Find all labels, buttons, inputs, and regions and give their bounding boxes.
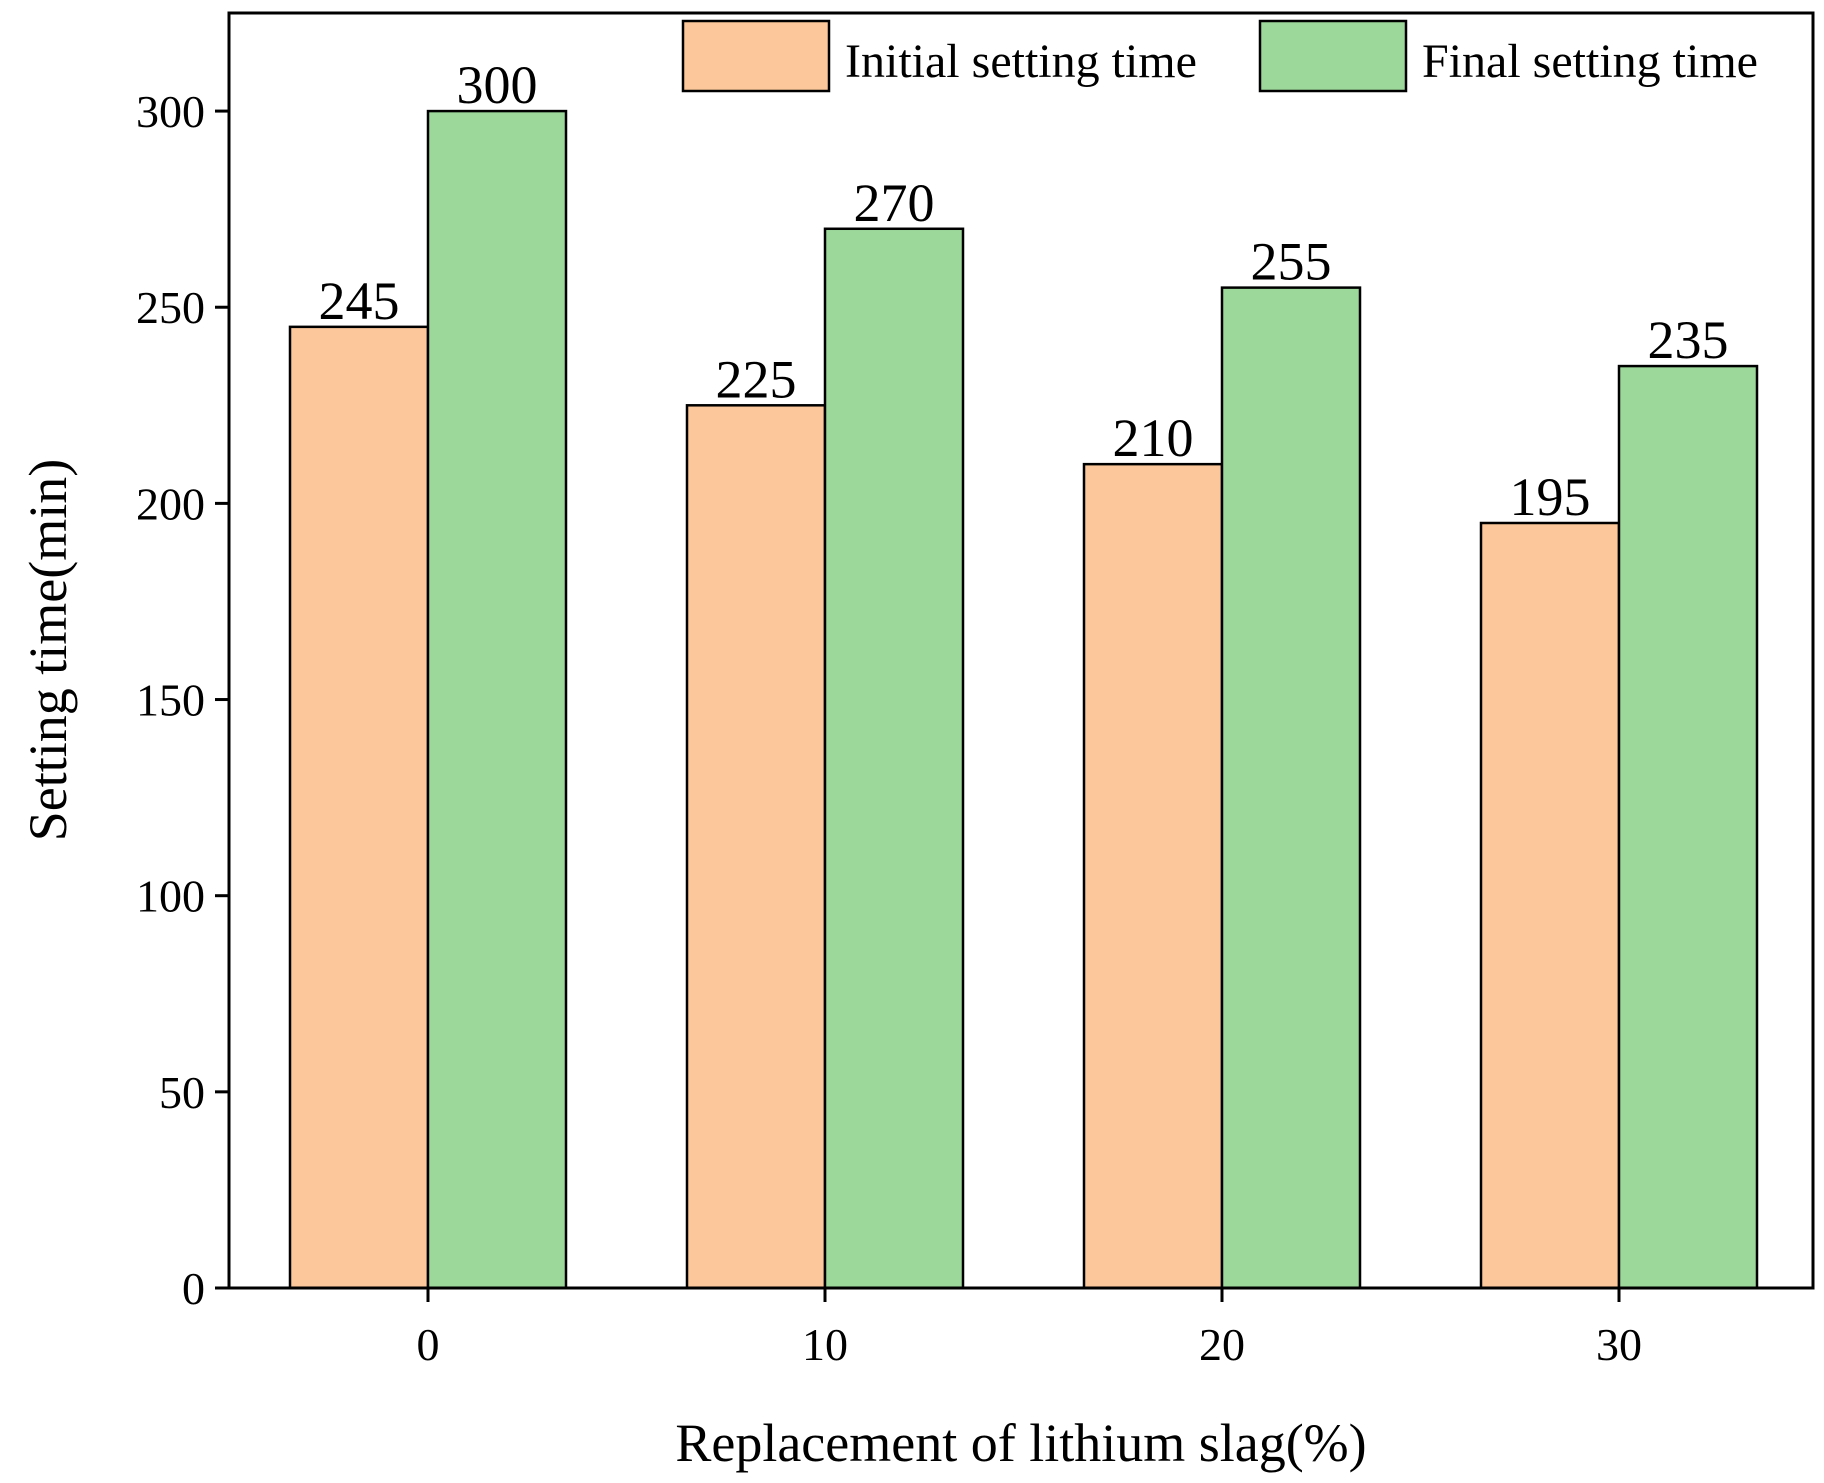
data-label-final: 270 — [854, 173, 935, 233]
y-tick-label: 200 — [136, 478, 205, 529]
bar-final-setting-time — [823, 227, 965, 1290]
data-label-initial: 245 — [319, 271, 400, 331]
y-tick-label: 250 — [136, 282, 205, 333]
bars-layer — [288, 109, 1759, 1290]
x-tick-label: 30 — [1596, 1319, 1642, 1370]
x-tick-label: 0 — [417, 1319, 440, 1370]
data-label-final: 300 — [457, 55, 538, 115]
legend-label-final: Final setting time — [1422, 35, 1758, 88]
y-tick-label: 50 — [159, 1067, 205, 1118]
bar-initial-setting-time — [1479, 521, 1621, 1290]
data-label-initial: 225 — [716, 349, 797, 409]
legend-swatch-final — [1258, 19, 1408, 93]
bar-final-setting-time — [1220, 286, 1362, 1290]
bar-final-setting-time — [426, 109, 568, 1290]
x-tick-label: 20 — [1199, 1319, 1245, 1370]
plot-frame — [227, 11, 1815, 1290]
bar-initial-setting-time — [685, 404, 827, 1290]
data-labels-layer: 245 300 225 270 210 255 195 235 — [319, 55, 1729, 527]
data-label-final: 235 — [1648, 310, 1729, 370]
y-axis: 0 50 100 150 200 250 300 — [136, 86, 229, 1314]
bar-initial-setting-time — [288, 325, 430, 1290]
y-tick-label: 0 — [182, 1263, 205, 1314]
y-tick-label: 300 — [136, 86, 205, 137]
data-label-initial: 195 — [1510, 467, 1591, 527]
bar-initial-setting-time — [1082, 462, 1224, 1290]
y-tick-label: 150 — [136, 675, 205, 726]
bar-final-setting-time — [1617, 364, 1759, 1290]
data-label-final: 255 — [1251, 232, 1332, 292]
x-tick-label: 10 — [802, 1319, 848, 1370]
legend: Initial setting time Final setting time — [681, 19, 1758, 93]
data-label-initial: 210 — [1113, 408, 1194, 468]
y-axis-title: Setting time(min) — [18, 459, 78, 841]
y-tick-label: 100 — [136, 871, 205, 922]
legend-label-initial: Initial setting time — [845, 35, 1197, 88]
x-axis-title: Replacement of lithium slag(%) — [675, 1413, 1366, 1473]
x-axis: 0 10 20 30 — [417, 1288, 1642, 1370]
legend-swatch-initial — [681, 19, 831, 93]
